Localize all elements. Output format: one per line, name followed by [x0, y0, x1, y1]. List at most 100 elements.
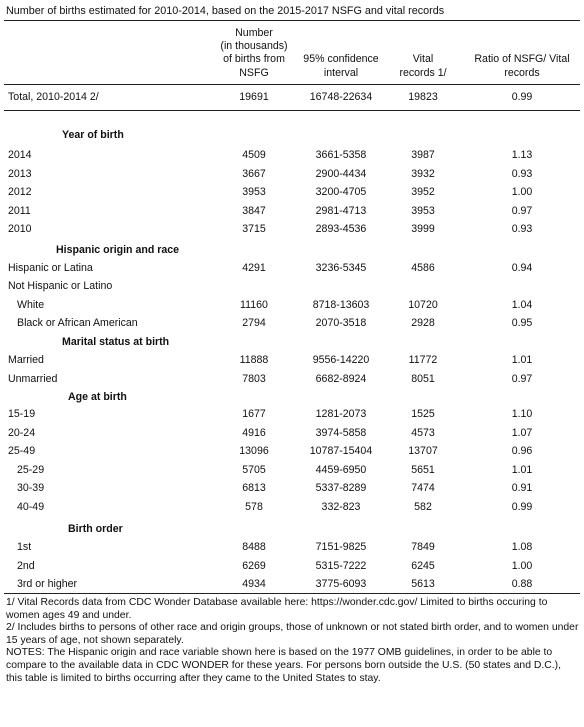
row-num: 11160 — [240, 298, 268, 311]
row-ci: 332-823 — [321, 501, 361, 513]
row-ratio: 0.96 — [511, 445, 533, 458]
table-row: 2011 3847 2981-4713 3953 0.97 — [0, 203, 584, 220]
row-ci: 5337-8289 — [315, 482, 367, 495]
footnotes: 1/ Vital Records data from CDC Wonder Da… — [6, 597, 580, 685]
table-row: 20-24 4916 3974-5858 4573 1.07 — [0, 425, 584, 442]
table-row: Unmarried 7803 6682-8924 8051 0.97 — [0, 371, 584, 388]
row-label: 40-49 — [17, 501, 45, 513]
row-vital: 4573 — [411, 426, 435, 439]
table-row: Not Hispanic or Latino — [0, 278, 584, 295]
row-ci: 1281-2073 — [315, 408, 367, 420]
row-ratio: 0.91 — [511, 482, 533, 495]
row-vital: 3999 — [411, 223, 435, 235]
row-label: Not Hispanic or Latino — [8, 280, 113, 293]
row-ci: 2981-4713 — [315, 204, 367, 217]
row-ci: 10787-15404 — [309, 445, 373, 458]
row-ci: 3974-5858 — [315, 426, 367, 439]
row-ci: 8718-13603 — [312, 298, 370, 311]
header-num-line: (in thousands) — [220, 40, 288, 53]
row-num: 6269 — [242, 559, 266, 572]
row-ci: 6682-8924 — [315, 372, 367, 385]
row-label: 25-29 — [17, 463, 45, 476]
row-ratio: 1.10 — [511, 408, 533, 420]
row-ratio: 0.93 — [511, 167, 533, 180]
row-label: 2011 — [8, 204, 31, 217]
row-num: 3667 — [242, 167, 266, 180]
row-ratio: 1.00 — [511, 186, 533, 198]
row-label: 3rd or higher — [17, 578, 78, 590]
row-num: 1677 — [242, 408, 266, 420]
row-num: 5705 — [242, 463, 266, 476]
row-vital: 3952 — [411, 186, 435, 198]
section-heading-order: Birth order — [68, 523, 123, 535]
row-vital: 6245 — [411, 559, 435, 572]
row-vital: 4586 — [411, 262, 435, 274]
section-heading-year: Year of birth — [62, 129, 124, 141]
row-num: 3715 — [242, 223, 266, 235]
row-ci: 2070-3518 — [315, 316, 367, 329]
row-ci: 3236-5345 — [315, 262, 367, 274]
footnote: 1/ Vital Records data from CDC Wonder Da… — [6, 597, 548, 621]
row-ratio: 1.01 — [511, 354, 533, 366]
row-label: 20-24 — [8, 426, 36, 439]
row-ratio: 0.88 — [511, 578, 533, 590]
row-ci: 5315-7222 — [315, 559, 367, 572]
top-rule — [4, 20, 580, 21]
row-label: 25-49 — [8, 445, 36, 458]
row-label: Hispanic or Latina — [8, 262, 93, 274]
footnote: 2/ Includes births to persons of other r… — [6, 622, 579, 646]
row-ratio: 0.99 — [511, 501, 533, 513]
table-row: 2nd 6269 5315-7222 6245 1.00 — [0, 558, 584, 575]
row-label: 2013 — [8, 167, 32, 180]
row-ratio: 0.97 — [511, 372, 533, 385]
row-vital: 8051 — [411, 372, 435, 385]
header-rule — [4, 84, 580, 85]
table-row: Hispanic or Latina 4291 3236-5345 4586 0.94 — [0, 260, 584, 277]
row-ci: 7151-9825 — [315, 541, 367, 553]
table-row: 2012 3953 3200-4705 3952 1.00 — [0, 184, 584, 201]
row-num: 19691 — [239, 91, 269, 103]
row-ratio: 0.94 — [511, 262, 533, 274]
row-label: 2010 — [8, 223, 32, 235]
row-label: 1st — [17, 541, 32, 553]
header-vital-line: records 1/ — [399, 66, 447, 79]
row-num: 3847 — [242, 204, 266, 217]
row-ratio: 1.13 — [511, 149, 533, 161]
table-row: 2014 4509 3661-5358 3987 1.13 — [0, 147, 584, 164]
row-vital: 10720 — [408, 298, 438, 311]
table-row: 25-29 5705 4459-6950 5651 1.01 — [0, 462, 584, 479]
row-num: 2794 — [242, 316, 266, 329]
table-row: 30-39 6813 5337-8289 7474 0.91 — [0, 480, 584, 497]
header-num-line: of births from — [223, 53, 285, 66]
row-label: Total, 2010-2014 2/ — [8, 91, 99, 103]
table-row: 3rd or higher 4934 3775-6093 5613 0.88 — [0, 576, 584, 593]
row-vital: 7474 — [411, 482, 435, 495]
row-ratio: 0.97 — [511, 204, 533, 217]
row-vital: 3953 — [411, 204, 435, 217]
header-ci-line: 95% confidence — [303, 53, 379, 66]
row-ci: 16748-22634 — [309, 91, 373, 103]
row-label: Unmarried — [8, 372, 58, 385]
bottom-rule — [4, 593, 580, 594]
table-row: Black or African American 2794 2070-3518 29… — [0, 315, 584, 332]
row-label: 30-39 — [17, 482, 45, 495]
footnote: NOTES: The Hispanic origin and race vari… — [6, 647, 561, 684]
table-title: Number of births estimated for 2010-2014… — [6, 5, 445, 17]
row-vital: 19823 — [408, 91, 438, 103]
row-vital: 5651 — [411, 463, 435, 476]
header-vital: Vital records 1/ — [390, 27, 456, 80]
row-label: 2nd — [17, 559, 35, 572]
row-label: 2014 — [8, 149, 32, 161]
header-num-line: NSFG — [239, 66, 269, 79]
row-ci: 2893-4536 — [315, 223, 367, 235]
section-heading-marital: Marital status at birth — [62, 336, 170, 348]
section-heading-age: Age at birth — [68, 391, 127, 403]
row-label: Married — [8, 354, 44, 366]
row-num: 13096 — [239, 445, 269, 458]
table-row-total: Total, 2010-2014 2/ 19691 16748-22634 19… — [0, 89, 584, 106]
table-row: 2010 3715 2893-4536 3999 0.93 — [0, 221, 584, 238]
row-ci: 9556-14220 — [312, 354, 370, 366]
header-ratio-line: records — [504, 66, 540, 79]
header-vital-line: Vital — [412, 53, 434, 66]
row-num: 7803 — [242, 372, 266, 385]
